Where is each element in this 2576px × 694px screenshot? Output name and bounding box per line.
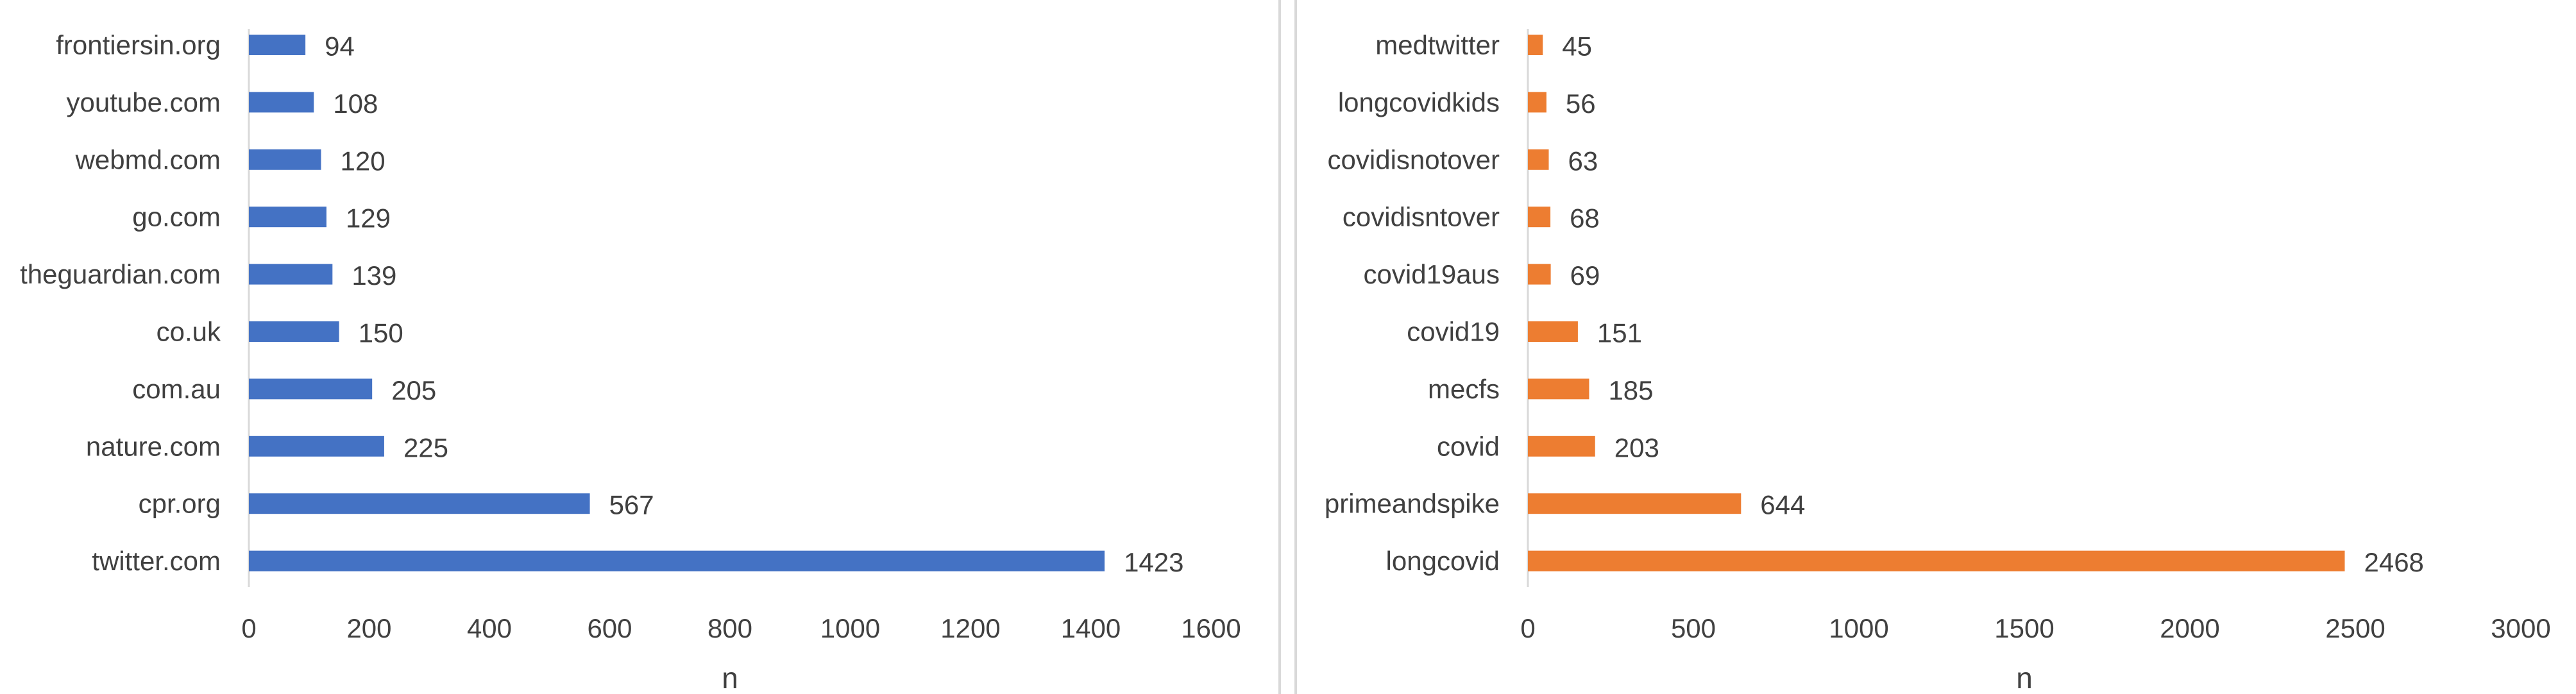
category-label: go.com <box>132 202 221 232</box>
x-tick-label: 3000 <box>2491 613 2550 643</box>
x-tick-label: 200 <box>346 613 391 643</box>
bar <box>249 493 590 514</box>
category-label: frontiersin.org <box>56 30 221 60</box>
data-label: 120 <box>341 146 386 176</box>
data-label: 151 <box>1597 318 1642 348</box>
x-tick-label: 1500 <box>1994 613 2054 643</box>
x-tick-label: 1200 <box>940 613 1000 643</box>
x-tick-label: 2000 <box>2160 613 2219 643</box>
chart-panel-domains: frontiersin.org 94 youtube.com 108 webmd.com… <box>20 29 1241 694</box>
data-label: 69 <box>1570 260 1600 291</box>
category-label: covid <box>1437 431 1500 461</box>
x-tick-label: 1000 <box>820 613 880 643</box>
category-label: cpr.org <box>139 489 221 519</box>
bar <box>1528 493 1741 514</box>
bar <box>1528 321 1578 342</box>
x-tick-label: 1000 <box>1829 613 1888 643</box>
category-label: mecfs <box>1428 374 1500 404</box>
x-tick-label: 1600 <box>1181 613 1241 643</box>
data-label: 108 <box>333 89 378 119</box>
data-label: 644 <box>1760 490 1805 520</box>
x-axis-title: n <box>2016 661 2033 694</box>
bar <box>249 378 373 400</box>
bar <box>249 264 333 285</box>
bar <box>1528 207 1551 228</box>
category-label: medtwitter <box>1375 30 1500 60</box>
data-label: 129 <box>346 203 391 233</box>
category-label: webmd.com <box>75 144 221 174</box>
bar <box>1528 436 1595 457</box>
x-tick-label: 1400 <box>1061 613 1121 643</box>
x-axis-title: n <box>722 661 738 694</box>
bar <box>249 207 326 228</box>
bar <box>1528 35 1543 55</box>
data-label: 94 <box>325 31 355 62</box>
category-label: covid19 <box>1407 317 1500 347</box>
data-label: 185 <box>1608 375 1653 405</box>
bar <box>1528 550 2345 571</box>
bar <box>249 321 339 342</box>
chart-panel-hashtags: medtwitter 45 longcovidkids 56 covidisnotove… <box>1325 29 2551 694</box>
category-label: covid19aus <box>1364 259 1500 289</box>
category-label: com.au <box>132 374 221 404</box>
category-label: co.uk <box>157 317 221 347</box>
data-label: 567 <box>609 490 654 520</box>
data-label: 203 <box>1614 432 1659 462</box>
x-tick-label: 2500 <box>2325 613 2385 643</box>
x-tick-label: 400 <box>467 613 512 643</box>
bar <box>1528 264 1551 285</box>
category-label: covidisnotover <box>1328 144 1500 174</box>
data-label: 68 <box>1570 203 1600 233</box>
data-label: 1423 <box>1124 547 1183 577</box>
category-label: theguardian.com <box>20 259 221 289</box>
data-label: 205 <box>391 375 436 405</box>
category-label: twitter.com <box>92 546 221 576</box>
bar <box>1528 378 1589 400</box>
category-label: longcovid <box>1386 546 1500 576</box>
data-label: 56 <box>1566 89 1596 119</box>
bar <box>249 149 321 170</box>
bar <box>1528 149 1549 170</box>
x-tick-label: 800 <box>708 613 752 643</box>
x-tick-label: 500 <box>1671 613 1716 643</box>
category-label: nature.com <box>86 431 221 461</box>
x-tick-label: 0 <box>1520 613 1535 643</box>
bar <box>249 92 314 113</box>
data-label: 139 <box>352 260 396 291</box>
bar <box>249 436 384 457</box>
category-label: longcovidkids <box>1338 87 1500 117</box>
data-label: 150 <box>359 318 403 348</box>
x-tick-label: 0 <box>241 613 256 643</box>
category-label: covidisntover <box>1343 202 1500 232</box>
data-label: 45 <box>1562 31 1592 62</box>
category-label: youtube.com <box>67 87 221 117</box>
bar <box>1528 92 1546 113</box>
bar <box>249 35 306 55</box>
data-label: 225 <box>403 432 448 462</box>
category-label: primeandspike <box>1325 489 1500 519</box>
bar <box>249 550 1105 571</box>
x-tick-label: 600 <box>587 613 632 643</box>
data-label: 63 <box>1568 146 1598 176</box>
data-label: 2468 <box>2364 547 2423 577</box>
